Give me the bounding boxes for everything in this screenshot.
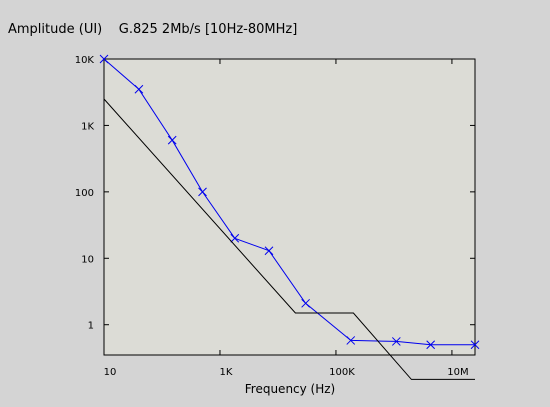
plot-area	[103, 58, 476, 356]
data-point	[230, 233, 240, 243]
data-point	[134, 84, 144, 94]
data-point	[99, 54, 109, 64]
tick-group: 10K 1K 100 10 1 10 1K 100K 10M	[75, 55, 475, 378]
x-tick-label: 10M	[447, 367, 468, 378]
y-tick-label: 10	[81, 254, 94, 265]
x-tick-label: 10	[104, 367, 117, 378]
data-point	[346, 336, 356, 345]
y-tick-label: 1K	[81, 121, 94, 132]
chart-title: Amplitude (UI) G.825 2Mb/s [10Hz-80MHz]	[8, 22, 298, 37]
data-point	[301, 298, 310, 308]
x-tick-label: 100K	[329, 367, 355, 378]
y-tick-label: 1	[88, 321, 94, 332]
data-point	[426, 340, 436, 350]
data-point	[264, 246, 274, 256]
series-group	[99, 54, 480, 380]
data-point	[470, 340, 480, 350]
x-axis-label: Frequency (Hz)	[244, 382, 336, 396]
y-tick-label: 100	[75, 188, 94, 199]
data-point	[167, 135, 177, 145]
x-tick-label: 1K	[220, 367, 233, 378]
y-tick-label: 10K	[75, 55, 95, 66]
data-point	[391, 337, 401, 346]
series-line-2	[103, 98, 475, 380]
data-point	[198, 187, 207, 197]
